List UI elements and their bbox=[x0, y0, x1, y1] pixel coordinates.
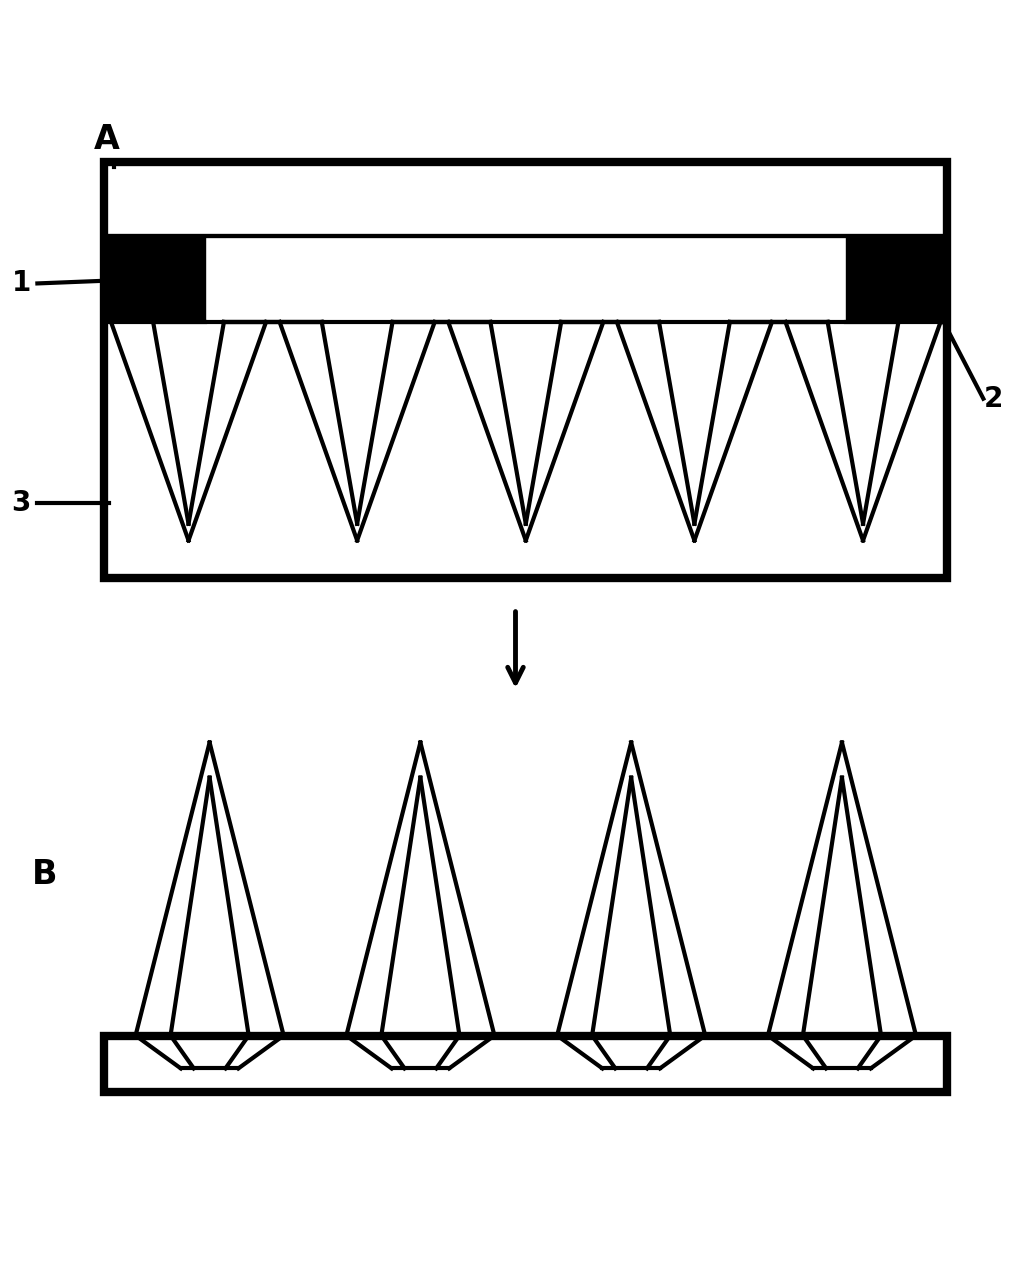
Polygon shape bbox=[104, 236, 205, 322]
Text: 3: 3 bbox=[11, 489, 31, 516]
Text: 2: 2 bbox=[984, 385, 1003, 412]
Polygon shape bbox=[846, 236, 947, 322]
Text: B: B bbox=[32, 858, 58, 891]
Text: 1: 1 bbox=[11, 269, 31, 297]
Polygon shape bbox=[104, 161, 947, 236]
Text: A: A bbox=[94, 123, 120, 156]
